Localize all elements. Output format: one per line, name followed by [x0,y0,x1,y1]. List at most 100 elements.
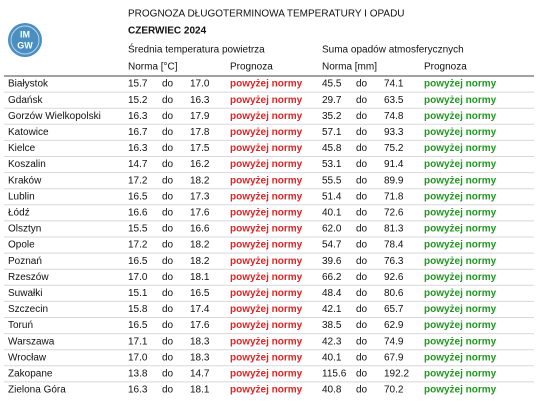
temp-norm-low: 13.8 [128,368,148,379]
temp-norm-low: 16.3 [128,111,148,122]
rain-norm-low: 57.1 [322,127,342,138]
rain-norm-high: 63.5 [384,95,404,106]
temp-forecast: powyżej normy [230,368,303,379]
temp-norm-high: 17.3 [190,191,210,202]
temp-norm-low: 15.8 [128,304,148,315]
temp-norm-high: 18.1 [190,272,210,283]
rain-forecast: powyżej normy [424,111,497,122]
temp-norm-low: 15.5 [128,224,148,235]
city: Opole [8,240,35,251]
rain-forecast: powyżej normy [424,79,497,90]
rain-norm-low: 66.2 [322,272,342,283]
to: do [356,127,368,138]
rain-forecast: powyżej normy [424,368,497,379]
to: do [162,240,174,251]
rain-forecast: powyżej normy [424,191,497,202]
temp-forecast: powyżej normy [230,111,303,122]
temp-norm-low: 16.3 [128,143,148,154]
title: PROGNOZA DŁUGOTERMINOWA TEMPERATURY I OP… [128,9,405,20]
temp-forecast: powyżej normy [230,143,303,154]
temp-norm-high: 17.6 [190,320,210,331]
to: do [162,159,174,170]
rain-norm-low: 42.3 [322,336,342,347]
temp-forecast: powyżej normy [230,175,303,186]
temp-forecast: powyżej normy [230,304,303,315]
temp-norm-high: 18.3 [190,336,210,347]
temp-norm-high: 16.3 [190,95,210,106]
city: Szczecin [8,304,48,315]
rain-norm-low: 48.4 [322,288,342,299]
to: do [162,111,174,122]
rain-forecast: powyżej normy [424,336,497,347]
to: do [162,175,174,186]
to: do [356,240,368,251]
subheader: Prognoza [230,62,273,73]
rain-norm-low: 62.0 [322,224,342,235]
temp-norm-high: 18.2 [190,175,210,186]
temp-norm-low: 15.7 [128,79,148,90]
rain-norm-high: 89.9 [384,175,404,186]
subheader: Prognoza [424,62,467,73]
to: do [162,385,174,396]
rain-norm-high: 65.7 [384,304,404,315]
to: do [162,191,174,202]
rain-norm-low: 53.1 [322,159,342,170]
rain-norm-high: 74.1 [384,79,404,90]
to: do [162,79,174,90]
rain-forecast: powyżej normy [424,304,497,315]
rain-norm-low: 45.5 [322,79,342,90]
temp-norm-high: 18.2 [190,256,210,267]
to: do [162,127,174,138]
to: do [356,352,368,363]
to: do [356,95,368,106]
temp-forecast: powyżej normy [230,79,303,90]
temp-forecast: powyżej normy [230,385,303,396]
rain-forecast: powyżej normy [424,240,497,251]
rain-forecast: powyżej normy [424,207,497,218]
to: do [162,272,174,283]
rain-forecast: powyżej normy [424,320,497,331]
rain-forecast: powyżej normy [424,256,497,267]
temp-forecast: powyżej normy [230,127,303,138]
city: Katowice [8,127,49,138]
temp-forecast: powyżej normy [230,320,303,331]
logo-ring [10,25,40,55]
city: Wrocław [8,352,47,363]
temp-forecast: powyżej normy [230,224,303,235]
temp-norm-high: 17.8 [190,127,210,138]
rain-forecast: powyżej normy [424,385,497,396]
logo [8,23,42,57]
temp-norm-low: 14.7 [128,159,148,170]
temp-norm-low: 17.0 [128,352,148,363]
city: Kielce [8,143,36,154]
group-header: Średnia temperatura powietrza [128,43,265,56]
rain-norm-high: 91.4 [384,159,404,170]
subheader: Norma [mm] [322,62,377,73]
rain-norm-high: 93.3 [384,127,404,138]
rain-forecast: powyżej normy [424,224,497,235]
to: do [162,304,174,315]
temp-norm-high: 16.5 [190,288,210,299]
city: Białystok [8,79,49,90]
temp-forecast: powyżej normy [230,288,303,299]
city: Zielona Góra [8,385,66,396]
to: do [356,272,368,283]
group-header: Suma opadów atmosferycznych [322,45,464,56]
temp-norm-low: 16.6 [128,207,148,218]
to: do [356,224,368,235]
to: do [162,288,174,299]
temp-norm-low: 16.3 [128,385,148,396]
temp-norm-low: 17.2 [128,240,148,251]
rain-forecast: powyżej normy [424,143,497,154]
logo-text: GW [17,40,33,50]
temp-forecast: powyżej normy [230,336,303,347]
temp-forecast: powyżej normy [230,159,303,170]
temp-norm-low: 15.1 [128,288,148,299]
to: do [356,143,368,154]
to: do [162,352,174,363]
temp-forecast: powyżej normy [230,240,303,251]
to: do [162,224,174,235]
temp-norm-high: 17.9 [190,111,210,122]
rain-norm-low: 55.5 [322,175,342,186]
temp-norm-high: 17.0 [190,79,210,90]
